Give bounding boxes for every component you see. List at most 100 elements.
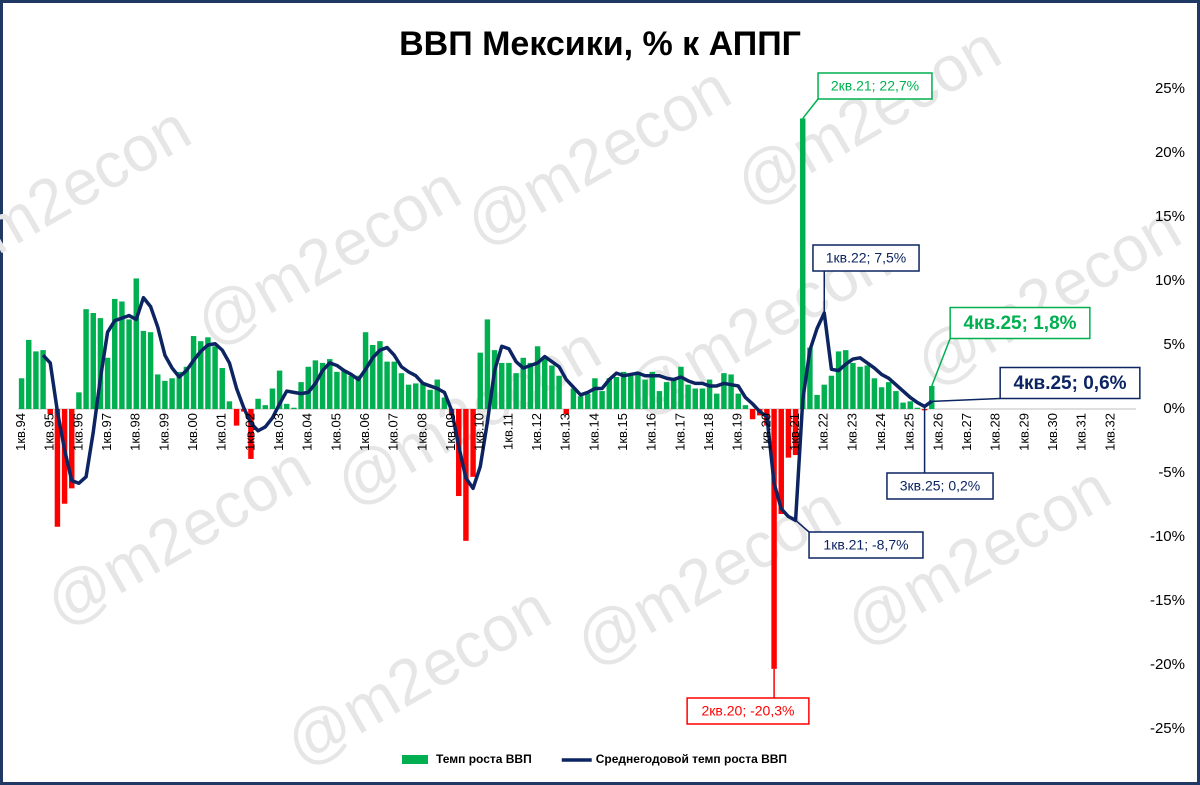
bar (255, 398, 261, 409)
annotation: 2кв.21; 22,7% (802, 72, 933, 119)
y-tick-label: -15% (1150, 592, 1185, 609)
x-tick-label: 1кв.16 (644, 413, 659, 451)
legend-swatch (402, 755, 428, 764)
y-tick-label: 5% (1163, 336, 1185, 353)
y-tick-label: 15% (1155, 208, 1185, 225)
bar (262, 405, 268, 409)
x-tick-label: 1кв.96 (70, 413, 85, 451)
x-tick-label: 1кв.32 (1102, 413, 1117, 451)
bar (628, 375, 634, 409)
bar (305, 366, 311, 409)
bar (542, 356, 548, 409)
bar (119, 301, 125, 409)
bar (692, 388, 698, 409)
bar (835, 351, 842, 409)
annotation-text: 1кв.22; 7,5% (826, 250, 907, 266)
bar (893, 391, 899, 409)
bar (420, 383, 426, 409)
bar (814, 394, 820, 409)
bar (864, 365, 870, 409)
line (41, 295, 933, 523)
bar (914, 407, 921, 409)
annotation-box (817, 72, 933, 100)
bar (728, 374, 734, 409)
annotation-box (949, 306, 1091, 340)
bar (613, 377, 620, 409)
x-tick-label: 1кв.05 (328, 413, 343, 451)
x-tick-label: 1кв.07 (386, 413, 401, 451)
x-tick-label: 1кв.01 (214, 413, 229, 451)
leader-line (802, 98, 819, 119)
x-tick-label: 1кв.06 (357, 413, 372, 451)
bar (721, 373, 727, 409)
bar (620, 371, 627, 409)
bar (327, 359, 333, 409)
bar (484, 319, 491, 409)
bar (886, 382, 892, 409)
bar (112, 298, 118, 409)
y-tick-label: -20% (1150, 656, 1185, 673)
x-tick-label: 1кв.08 (414, 413, 429, 451)
bar (205, 337, 211, 409)
bar (656, 391, 663, 409)
bar (212, 346, 218, 409)
bar (635, 371, 641, 409)
bar (592, 378, 598, 409)
y-tick-label: 10% (1155, 272, 1185, 289)
bar (319, 362, 326, 409)
annotation-box (808, 531, 924, 559)
bar (577, 396, 584, 409)
annotation: 1кв.21; -8,7% (795, 519, 924, 559)
bar (284, 403, 290, 409)
bar (276, 370, 283, 409)
bar (506, 362, 512, 409)
annotation-box (812, 244, 920, 272)
bar (391, 361, 397, 409)
bar (749, 409, 756, 420)
bar (434, 379, 440, 409)
x-tick-label: 1кв.18 (701, 413, 716, 451)
bar (563, 409, 569, 415)
bar (384, 361, 390, 409)
bar (585, 393, 591, 409)
bar (198, 341, 204, 409)
x-tick-label: 1кв.94 (13, 413, 28, 451)
annotation-box (686, 697, 810, 725)
bar (427, 389, 433, 409)
bar (785, 409, 792, 458)
x-tick-label: 1кв.25 (902, 413, 917, 451)
x-tick-label: 1кв.12 (529, 413, 544, 451)
bar (155, 374, 161, 409)
annotation: 2кв.20; -20,3% (686, 668, 810, 725)
x-tick-label: 1кв.24 (873, 413, 888, 451)
annotation-text: 4кв.25; 0,6% (1013, 373, 1126, 394)
x-tick-label: 1кв.15 (615, 413, 630, 451)
bar (54, 409, 61, 527)
bar (291, 407, 297, 409)
bar (828, 375, 835, 409)
bar (176, 371, 182, 409)
bar (678, 366, 684, 409)
bar (800, 118, 806, 409)
bar (663, 382, 670, 409)
bar (140, 330, 147, 409)
x-tick-label: 1кв.02 (242, 413, 257, 451)
bar (90, 313, 96, 409)
x-tick-label: 1кв.98 (128, 413, 143, 451)
x-tick-label: 1кв.09 (443, 413, 458, 451)
x-tick-label: 1кв.13 (558, 413, 573, 451)
x-tick-label: 1кв.14 (586, 413, 601, 451)
bar (878, 387, 885, 409)
bar (778, 409, 784, 514)
bar (671, 378, 677, 409)
bar (398, 373, 405, 409)
bar (269, 388, 276, 409)
bar (570, 388, 577, 409)
x-tick-label: 1кв.19 (730, 413, 745, 451)
bar (147, 332, 154, 409)
bar (133, 278, 139, 409)
annotation-text: 4кв.25; 1,8% (963, 313, 1076, 334)
bar (233, 409, 240, 426)
bar (377, 341, 383, 409)
y-tick-label: -25% (1150, 720, 1185, 737)
